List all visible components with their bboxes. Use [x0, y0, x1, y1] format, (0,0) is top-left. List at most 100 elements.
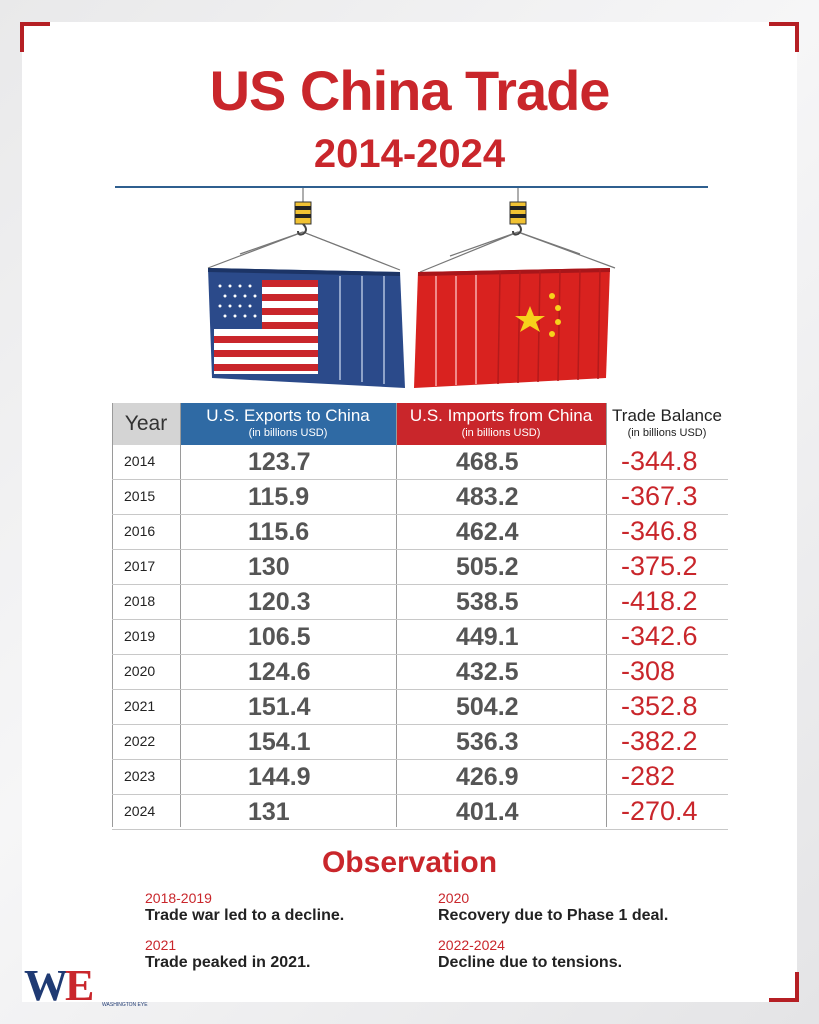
logo-mark-e: E — [65, 961, 94, 1010]
cell-imports: 504.2 — [456, 693, 519, 721]
cell-imports: 468.5 — [456, 448, 519, 476]
cell-year: 2021 — [124, 698, 156, 714]
cell-imports: 426.9 — [456, 763, 519, 791]
cell-year: 2017 — [124, 558, 156, 574]
table-row: 2014 123.7 468.5 -344.8 — [112, 445, 728, 480]
observation-item: 2020 Recovery due to Phase 1 deal. — [438, 890, 668, 925]
observation-item: 2018-2019 Trade war led to a decline. — [145, 890, 344, 925]
header-year: Year — [112, 403, 180, 445]
observation-title: Observation — [321, 846, 498, 879]
row-separator — [112, 689, 728, 690]
observation-years: 2021 — [145, 937, 177, 953]
page-title: US China Trade — [209, 59, 611, 122]
header-imports-unit: (in billions USD) — [461, 427, 541, 439]
logo-mark: WE — [24, 961, 94, 1010]
row-separator — [112, 829, 728, 830]
header-balance: Trade Balance (in billions USD) — [606, 403, 728, 445]
table-row: 2020 124.6 432.5 -308 — [112, 655, 728, 690]
cell-imports: 483.2 — [456, 483, 519, 511]
header-balance-unit: (in billions USD) — [627, 427, 707, 439]
cell-year: 2018 — [124, 593, 156, 609]
infographic-card — [22, 22, 797, 1002]
cell-imports: 432.5 — [456, 658, 519, 686]
table-row: 2022 154.1 536.3 -382.2 — [112, 725, 728, 760]
cell-balance: -352.8 — [621, 691, 698, 721]
header-exports-unit: (in billions USD) — [248, 427, 328, 439]
page-subtitle: 2014-2024 — [313, 132, 506, 176]
cell-exports: 154.1 — [248, 728, 311, 756]
cell-balance: -344.8 — [621, 446, 698, 476]
cell-year: 2015 — [124, 488, 156, 504]
cell-imports: 505.2 — [456, 553, 519, 581]
cell-exports: 144.9 — [248, 763, 311, 791]
observation-years: 2020 — [438, 890, 470, 906]
header-imports: U.S. Imports from China (in billions USD… — [396, 403, 606, 445]
table-row: 2017 130 505.2 -375.2 — [112, 550, 728, 585]
cell-imports: 401.4 — [456, 798, 519, 826]
header-imports-label: U.S. Imports from China — [409, 406, 593, 425]
corner-accent-top-left — [20, 22, 50, 52]
cell-exports: 124.6 — [248, 658, 311, 686]
cell-balance: -382.2 — [621, 726, 698, 756]
cell-imports: 538.5 — [456, 588, 519, 616]
table-row: 2021 151.4 504.2 -352.8 — [112, 690, 728, 725]
cell-exports: 106.5 — [248, 623, 311, 651]
observation-item: 2021 Trade peaked in 2021. — [145, 937, 310, 972]
cell-balance: -342.6 — [621, 621, 698, 651]
crane-hooks — [207, 188, 616, 273]
cell-imports: 536.3 — [456, 728, 519, 756]
observation-item: 2022-2024 Decline due to tensions. — [438, 937, 622, 972]
row-separator — [112, 584, 728, 585]
cell-exports: 115.6 — [248, 518, 310, 546]
row-separator — [112, 619, 728, 620]
cell-exports: 130 — [248, 553, 290, 581]
cell-exports: 120.3 — [248, 588, 311, 616]
row-separator — [112, 514, 728, 515]
cell-balance: -282 — [621, 761, 676, 791]
cell-balance: -346.8 — [621, 516, 698, 546]
table-row: 2016 115.6 462.4 -346.8 — [112, 515, 728, 550]
cell-year: 2022 — [124, 733, 156, 749]
cell-exports: 123.7 — [248, 448, 311, 476]
cell-balance: -270.4 — [621, 796, 698, 826]
corner-accent-top-right — [769, 22, 799, 52]
us-container — [208, 268, 405, 388]
cell-year: 2014 — [124, 453, 156, 469]
table-divider-year — [180, 403, 181, 827]
observation-years: 2022-2024 — [438, 937, 505, 953]
table-row: 2023 144.9 426.9 -282 — [112, 760, 728, 795]
table-row: 2024 131 401.4 -270.4 — [112, 795, 728, 830]
row-separator — [112, 759, 728, 760]
header-exports: U.S. Exports to China (in billions USD) — [180, 403, 396, 445]
row-separator — [112, 794, 728, 795]
observation-years: 2018-2019 — [145, 890, 212, 906]
cell-year: 2024 — [124, 803, 156, 819]
row-separator — [112, 549, 728, 550]
table-row: 2019 106.5 449.1 -342.6 — [112, 620, 728, 655]
cell-year: 2016 — [124, 523, 156, 539]
observation-text: Trade war led to a decline. — [145, 907, 345, 924]
brand-logo: WE WASHINGTON EYE — [24, 960, 148, 1011]
table-row: 2015 115.9 483.2 -367.3 — [112, 480, 728, 515]
cell-exports: 115.9 — [248, 483, 310, 511]
observation-text: Recovery due to Phase 1 deal. — [438, 907, 669, 924]
cell-exports: 131 — [248, 798, 290, 826]
cell-balance: -308 — [621, 656, 676, 686]
china-container — [414, 268, 610, 388]
row-separator — [112, 724, 728, 725]
cell-year: 2020 — [124, 663, 156, 679]
header-balance-label: Trade Balance — [612, 406, 722, 425]
shipping-containers-illustration — [207, 188, 616, 388]
observation-text: Trade peaked in 2021. — [145, 954, 311, 971]
logo-mark-w: W — [24, 961, 68, 1010]
cell-imports: 449.1 — [456, 623, 519, 651]
table-divider-exports — [396, 403, 397, 827]
cell-balance: -375.2 — [621, 551, 698, 581]
row-separator — [112, 479, 728, 480]
cell-balance: -418.2 — [621, 586, 698, 616]
title-divider — [115, 186, 708, 188]
table-divider-imports — [606, 403, 607, 827]
table-border-left — [112, 403, 113, 827]
observation-text: Decline due to tensions. — [438, 954, 623, 971]
cell-year: 2023 — [124, 768, 156, 784]
